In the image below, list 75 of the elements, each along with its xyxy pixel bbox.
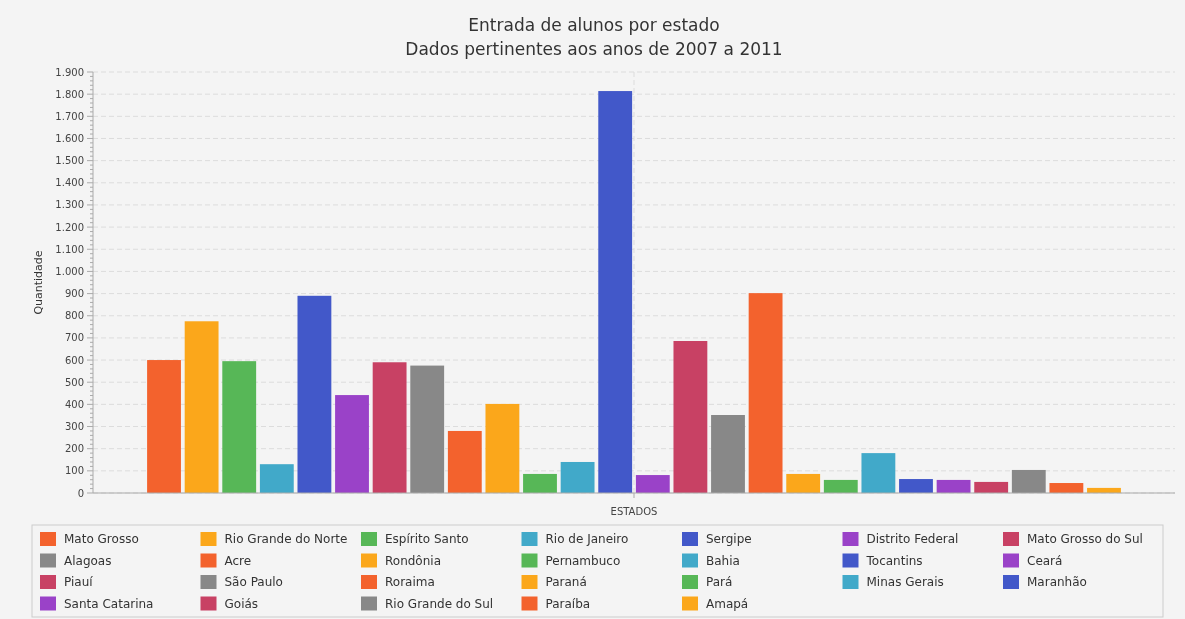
y-tick-label: 200	[64, 443, 84, 455]
y-tick-label: 800	[64, 310, 84, 322]
bar	[335, 395, 369, 493]
y-tick-label: 0	[77, 487, 84, 499]
y-tick-label: 1.600	[55, 132, 84, 144]
y-tick-label: 300	[64, 421, 84, 433]
legend-label: Paraná	[545, 575, 587, 590]
legend-label: Rio de Janeiro	[545, 532, 629, 547]
y-tick-label: 600	[64, 354, 84, 366]
bar	[523, 473, 557, 493]
legend-label: Mato Grosso	[64, 532, 139, 547]
legend-label: Pernambuco	[545, 553, 621, 568]
x-axis-title: ESTADOS	[610, 506, 658, 517]
bar	[1049, 483, 1084, 493]
bar	[485, 403, 520, 493]
y-tick-label: 1.800	[55, 88, 84, 100]
y-tick-label: 400	[64, 398, 84, 410]
bar	[936, 479, 971, 493]
bar	[899, 479, 933, 493]
legend-label: Mato Grosso do Sul	[1027, 532, 1143, 547]
y-tick-label: 100	[64, 465, 84, 477]
y-tick-label: 1.100	[55, 243, 84, 255]
y-tick-label: 500	[64, 376, 84, 388]
bar	[560, 461, 595, 493]
legend-label: Alagoas	[64, 553, 112, 568]
legend-label: Ceará	[1027, 553, 1063, 568]
legend-label: Maranhão	[1027, 575, 1087, 590]
y-axis-title: Quantidade	[32, 250, 45, 315]
legend-label: Bahia	[706, 553, 740, 568]
bar	[372, 362, 407, 493]
bar	[635, 475, 670, 493]
legend-label: Tocantins	[865, 553, 923, 568]
y-tick-label: 1.000	[55, 265, 84, 277]
legend-label: Espírito Santo	[385, 532, 469, 547]
chart-subtitle: Dados pertinentes aos anos de 2007 a 2011	[405, 39, 783, 59]
y-tick-label: 1.400	[55, 177, 84, 189]
bar	[786, 473, 821, 493]
bar	[297, 295, 332, 493]
legend-label: Paraíba	[545, 596, 591, 611]
bar	[447, 430, 482, 493]
legend-label: Rio Grande do Sul	[385, 596, 494, 611]
legend-label: Minas Gerais	[866, 575, 944, 590]
bar	[410, 365, 445, 493]
bar	[1011, 469, 1046, 493]
bar	[974, 481, 1009, 493]
bar	[673, 341, 708, 493]
legend-label: São Paulo	[224, 575, 283, 590]
bar	[598, 91, 633, 493]
bar	[748, 293, 783, 493]
y-tick-label: 1.900	[55, 66, 84, 78]
legend-label: Sergipe	[706, 532, 752, 547]
bar	[861, 453, 896, 493]
legend-label: Distrito Federal	[866, 532, 959, 547]
bar	[823, 479, 858, 493]
bar	[184, 321, 219, 493]
legend-label: Amapá	[706, 596, 749, 611]
legend-label: Rondônia	[385, 553, 441, 568]
legend-label: Pará	[706, 575, 733, 590]
bar	[222, 361, 257, 493]
y-tick-label: 700	[64, 332, 84, 344]
y-tick-label: 1.200	[55, 221, 84, 233]
chart-title: Entrada de alunos por estado	[468, 15, 720, 35]
legend-label: Piauí	[64, 575, 94, 590]
legend-label: Rio Grande do Norte	[224, 532, 348, 547]
y-tick-label: 1.700	[55, 110, 84, 122]
legend-label: Acre	[224, 553, 252, 568]
legend-label: Santa Catarina	[64, 596, 154, 611]
y-tick-label: 1.300	[55, 199, 84, 211]
legend-label: Roraima	[385, 575, 435, 590]
y-tick-label: 1.500	[55, 155, 84, 167]
bar	[147, 360, 181, 493]
bar	[259, 464, 294, 493]
legend-label: Goiás	[224, 596, 259, 611]
bar	[711, 415, 745, 493]
y-tick-label: 900	[64, 288, 84, 300]
